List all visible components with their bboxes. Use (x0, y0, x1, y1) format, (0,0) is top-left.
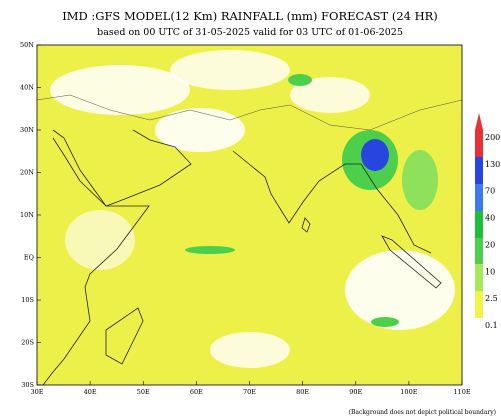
map-area (36, 44, 463, 386)
lat-label: 40N (20, 84, 34, 92)
dry-area (50, 65, 190, 115)
dry-area (210, 332, 290, 368)
lat-label: EQ (24, 254, 34, 262)
lat-label: 30N (20, 126, 34, 134)
colorbar-step (475, 211, 483, 238)
border (36, 94, 463, 131)
colorbar-step (475, 238, 483, 264)
lon-label: 80E (296, 388, 309, 396)
heavy-rain (402, 150, 438, 210)
dry-area (345, 250, 455, 330)
colorbar-step (475, 264, 483, 291)
lat-label: 10N (20, 211, 34, 219)
island (381, 235, 442, 289)
colorbar-step (475, 157, 483, 184)
lat-label: 20S (21, 339, 34, 347)
lon-label: 30E (30, 388, 43, 396)
map-title: IMD :GFS MODEL(12 Km) RAINFALL (mm) FORE… (62, 9, 438, 23)
colorbar (475, 113, 483, 318)
colorbar-step (475, 184, 483, 211)
colorbar-label: 70 (485, 187, 495, 196)
lon-label: 110E (453, 388, 470, 396)
lat-label: 50N (20, 41, 34, 49)
colorbar-label: 20 (485, 240, 495, 249)
coastline (232, 150, 432, 254)
colorbar-label: 0.1 (485, 321, 498, 330)
lat-label: 20N (20, 169, 34, 177)
colorbar-label: 10 (485, 267, 495, 276)
colorbar-label: 200 (485, 133, 500, 142)
island (105, 307, 144, 365)
lon-label: 40E (84, 388, 97, 396)
lat-label: 30S (21, 381, 34, 389)
coastline (52, 129, 192, 207)
colorbar-step (475, 291, 483, 318)
dry-area (155, 108, 245, 152)
dry-area (170, 50, 290, 90)
lon-label: 90E (349, 388, 362, 396)
map-subtitle: based on 00 UTC of 31-05-2025 valid for … (97, 27, 403, 38)
lat-label: 10S (21, 296, 34, 304)
colorbar-cap (475, 113, 483, 130)
colorbar-step (475, 130, 483, 157)
rain-band (185, 246, 235, 254)
colorbar-label: 40 (485, 214, 495, 223)
rain-band (288, 74, 312, 86)
rain-band (371, 317, 399, 327)
colorbar-label: 130 (485, 160, 500, 169)
colorbar-label: 2.5 (485, 294, 498, 303)
island (301, 217, 311, 233)
footnote: (Background does not depict political bo… (349, 409, 496, 416)
dry-area (65, 210, 135, 270)
heavy-rain (361, 139, 389, 171)
lon-label: 50E (137, 388, 150, 396)
lon-label: 100E (400, 388, 417, 396)
coastline (42, 137, 150, 386)
dry-area (290, 77, 370, 113)
lon-label: 60E (190, 388, 203, 396)
lon-label: 70E (243, 388, 256, 396)
